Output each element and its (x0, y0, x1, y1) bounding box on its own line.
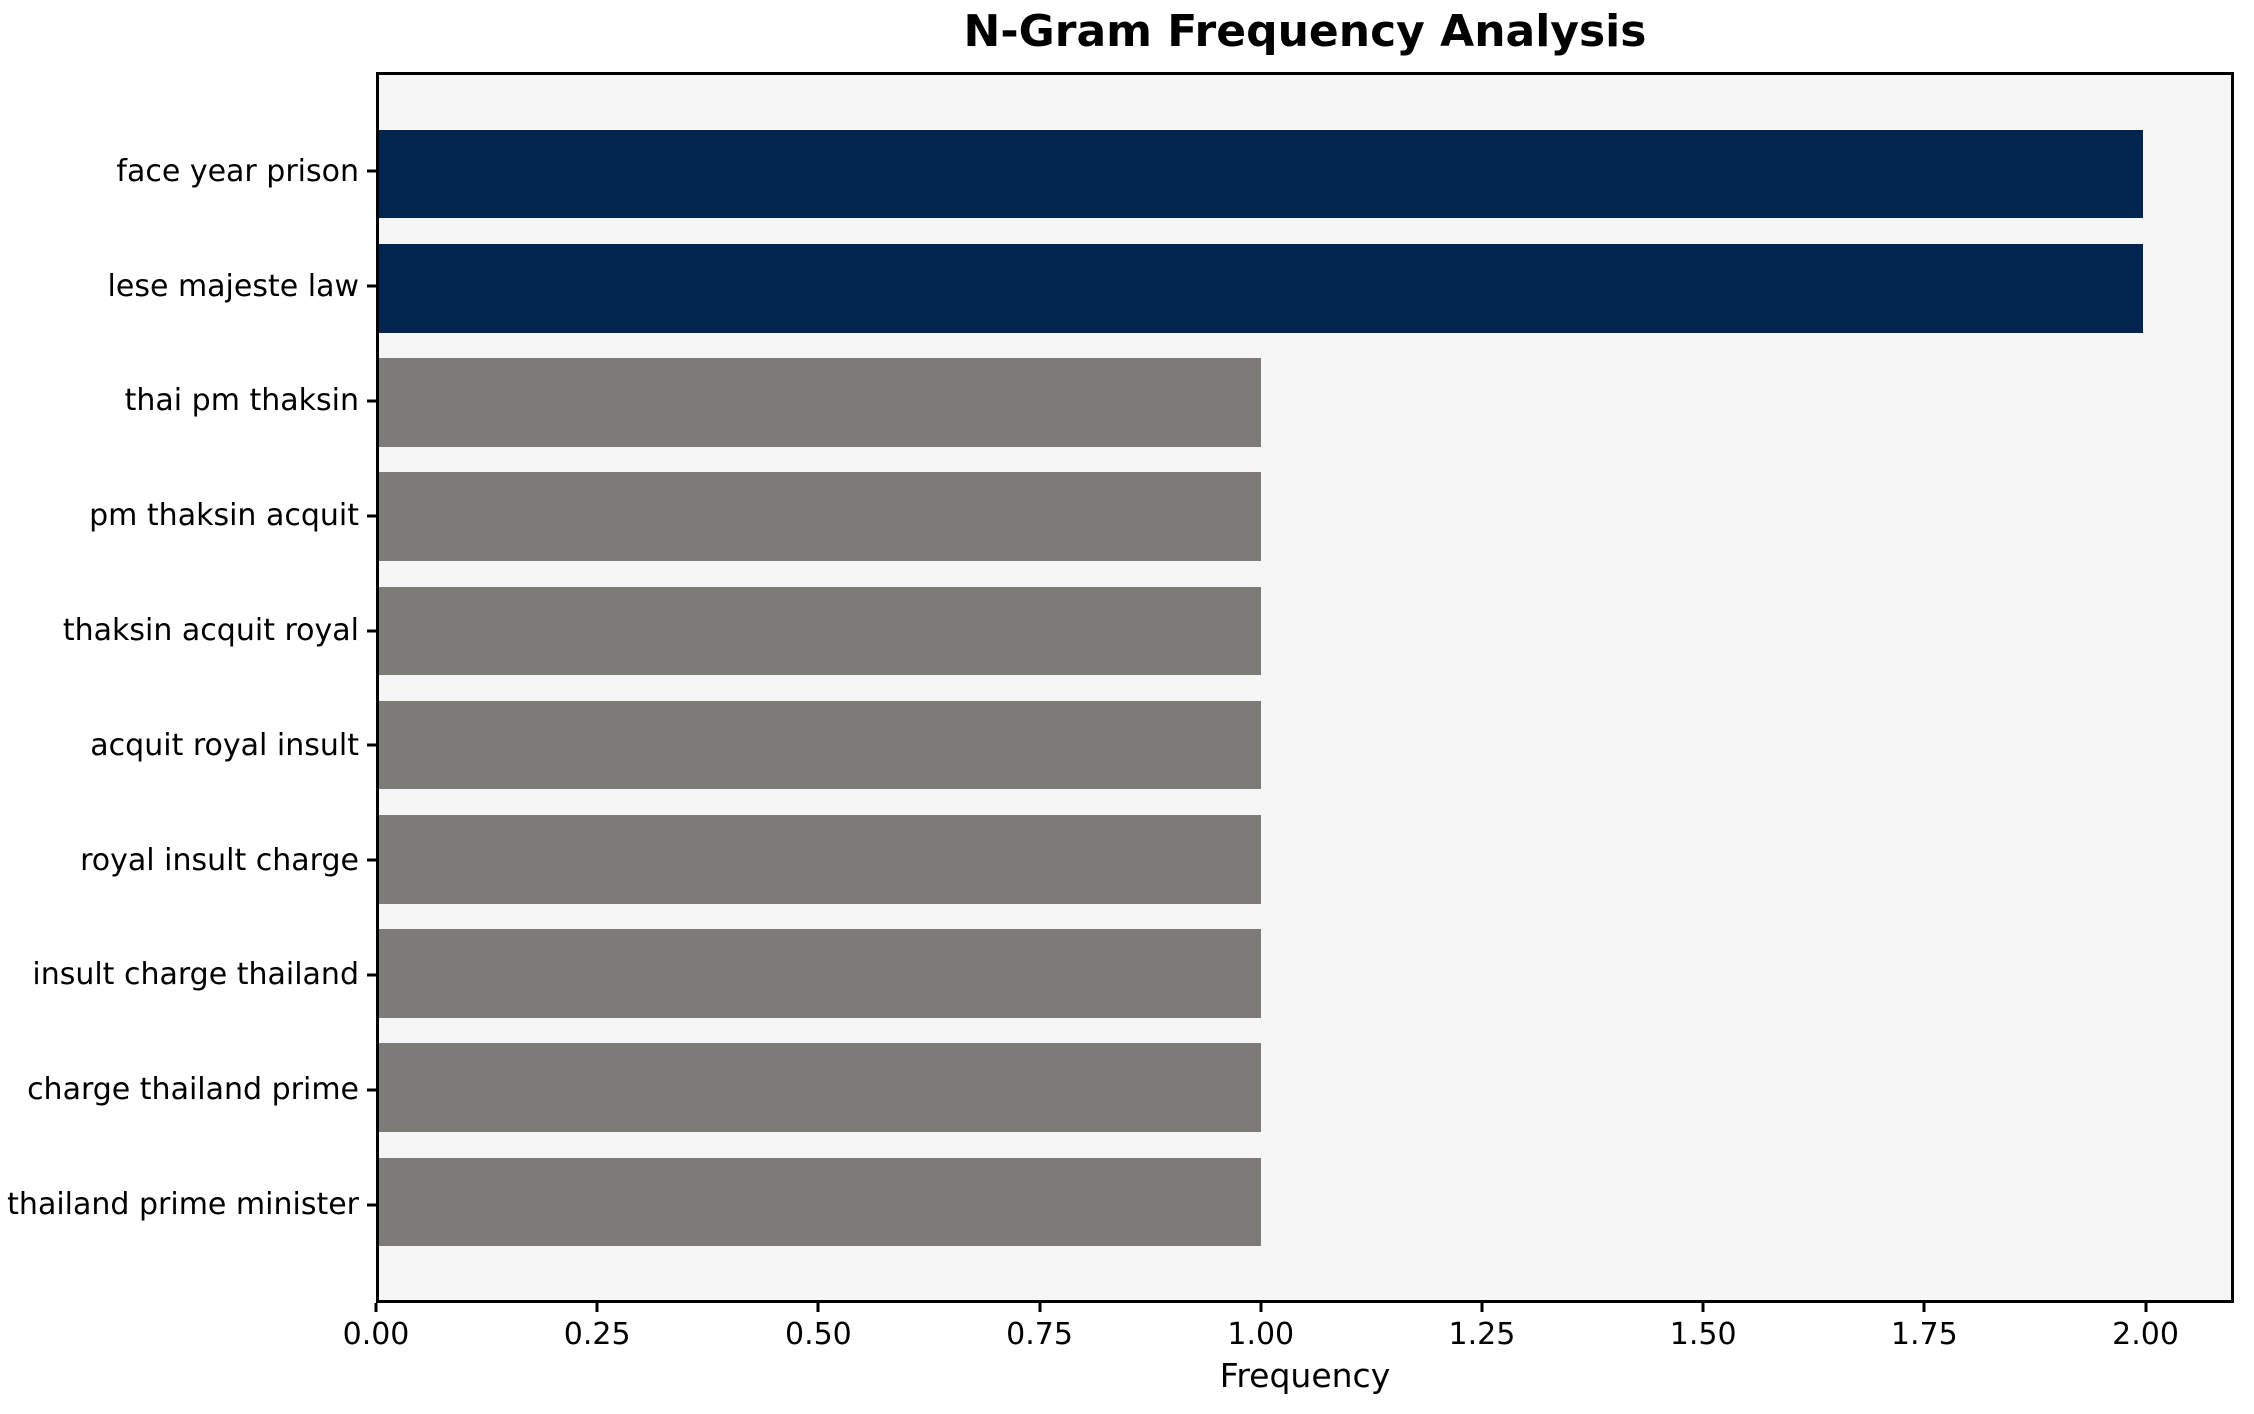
y-tick-label: face year prison (116, 153, 359, 189)
x-tick-label: 0.25 (563, 1317, 631, 1352)
x-tick-label: 1.50 (1669, 1317, 1737, 1352)
y-tick-label: royal insult charge (80, 842, 359, 878)
y-tick-mark (367, 399, 376, 403)
bar (379, 1043, 1261, 1132)
bar-row (379, 1031, 2231, 1145)
x-tick-mark (1259, 1303, 1263, 1312)
x-tick-label: 0.75 (1006, 1317, 1073, 1352)
y-tick-label: pm thaksin acquit (89, 498, 359, 534)
bar-row (379, 1145, 2231, 1259)
y-tick-label: lese majeste law (107, 268, 359, 304)
x-tick-label: 1.25 (1448, 1317, 1516, 1352)
bar (379, 929, 1261, 1018)
bar-row (379, 231, 2231, 345)
x-tick-label: 2.00 (2112, 1317, 2179, 1352)
bar-row (379, 688, 2231, 802)
bars-container (379, 117, 2231, 1259)
bar-row (379, 117, 2231, 231)
x-tick-mark (1480, 1303, 1484, 1312)
x-tick-label: 0.00 (342, 1317, 410, 1352)
bar (379, 1157, 1261, 1247)
y-tick-label: insult charge thailand (32, 957, 359, 993)
x-tick-mark (1922, 1303, 1926, 1312)
y-label-row: insult charge thailand (0, 918, 376, 1033)
x-tick-mark (595, 1303, 599, 1312)
bar (379, 700, 1261, 790)
y-tick-label: charge thailand prime (27, 1072, 359, 1108)
y-label-row: lese majeste law (0, 229, 376, 344)
x-tick-label: 1.00 (1227, 1317, 1295, 1352)
chart-title: N-Gram Frequency Analysis (963, 6, 1647, 57)
y-tick-mark (367, 1088, 376, 1092)
y-label-row: thailand prime minister (0, 1147, 376, 1262)
y-label-row: pm thaksin acquit (0, 458, 376, 573)
y-tick-label: thaksin acquit royal (62, 613, 359, 649)
y-tick-label: acquit royal insult (90, 727, 359, 763)
y-tick-mark (367, 284, 376, 288)
bar-row (379, 916, 2231, 1030)
bar (379, 815, 1261, 904)
bar-row (379, 574, 2231, 688)
y-tick-mark (367, 743, 376, 747)
x-tick-label: 1.75 (1890, 1317, 1958, 1352)
y-label-row: thai pm thaksin (0, 344, 376, 459)
x-tick-mark (1038, 1303, 1042, 1312)
y-tick-mark (367, 629, 376, 633)
y-tick-mark (367, 858, 376, 862)
y-tick-label: thai pm thaksin (124, 383, 359, 419)
y-label-row: royal insult charge (0, 803, 376, 918)
x-tick-mark (1701, 1303, 1705, 1312)
x-tick-mark (816, 1303, 820, 1312)
bar-row (379, 345, 2231, 459)
y-axis-labels: face year prison lese majeste law thai pm … (0, 114, 376, 1262)
y-label-row: thaksin acquit royal (0, 573, 376, 688)
x-axis-label: Frequency (1219, 1356, 1391, 1395)
y-tick-label: thailand prime minister (7, 1187, 359, 1223)
y-label-row: face year prison (0, 114, 376, 229)
y-label-row: acquit royal insult (0, 688, 376, 803)
y-label-row: charge thailand prime (0, 1032, 376, 1147)
bar (379, 586, 1261, 676)
x-tick-mark (2144, 1303, 2148, 1312)
bar-row (379, 460, 2231, 574)
y-tick-mark (367, 973, 376, 977)
y-tick-mark (367, 1203, 376, 1207)
x-tick-mark (374, 1303, 378, 1312)
y-tick-mark (367, 514, 376, 518)
y-tick-mark (367, 169, 376, 173)
plot-area (376, 72, 2234, 1303)
bar-row (379, 802, 2231, 916)
bar (379, 472, 1261, 561)
x-axis: 0.00 0.25 0.50 0.75 1.00 1.25 1.50 1.75 2.00 (343, 1303, 2234, 1363)
bar (379, 244, 2143, 333)
x-tick-label: 0.50 (784, 1317, 852, 1352)
bar (379, 129, 2143, 219)
bar (379, 358, 1261, 447)
